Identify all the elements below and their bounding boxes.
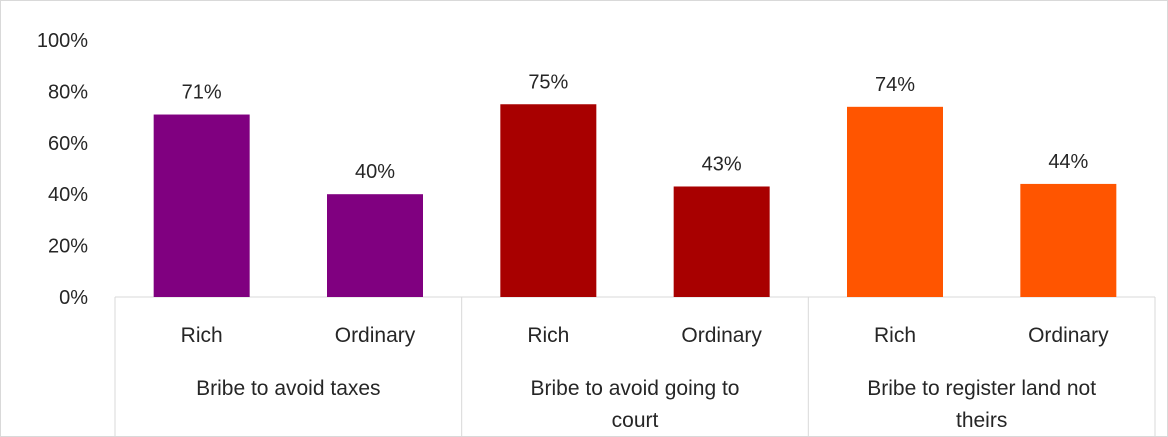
data-label: 43% (702, 153, 742, 175)
bar-marks (153, 104, 1117, 297)
x-category-label: Ordinary (335, 324, 416, 347)
data-labels: 71% 40% 75% 43% 74% 44% (182, 71, 1089, 183)
x-axis-categories: Rich Ordinary Rich Ordinary Rich Ordinary (181, 324, 1109, 347)
x-category-label: Ordinary (681, 324, 762, 347)
x-category-label: Ordinary (1028, 324, 1109, 347)
x-group-label: Bribe to avoid going to (531, 377, 740, 400)
bar (153, 114, 250, 297)
y-tick-label: 40% (48, 184, 88, 206)
x-category-label: Rich (181, 324, 223, 347)
y-tick-label: 100% (37, 30, 88, 52)
x-category-label: Rich (874, 324, 916, 347)
y-tick-label: 60% (48, 133, 88, 155)
data-label: 75% (528, 71, 568, 93)
y-tick-label: 20% (48, 236, 88, 258)
axis-lines (114, 296, 1156, 437)
data-label: 44% (1048, 151, 1088, 173)
data-label: 71% (182, 82, 222, 104)
bar (673, 186, 770, 297)
y-tick-label: 80% (48, 81, 88, 103)
bar (1020, 183, 1117, 297)
y-axis: 0% 20% 40% 60% 80% 100% (37, 30, 88, 309)
bar (500, 104, 597, 297)
x-group-label: Bribe to register land not (867, 377, 1096, 400)
bar (327, 194, 423, 297)
x-category-label: Rich (527, 324, 569, 347)
x-group-label: court (612, 409, 659, 432)
data-label: 40% (355, 161, 395, 183)
data-label: 74% (875, 74, 915, 96)
x-axis-groups: Bribe to avoid taxes Bribe to avoid going… (196, 377, 1096, 432)
x-group-label: Bribe to avoid taxes (196, 377, 380, 400)
bar (847, 106, 943, 297)
y-tick-label: 0% (59, 287, 88, 309)
x-group-label: theirs (956, 409, 1007, 432)
